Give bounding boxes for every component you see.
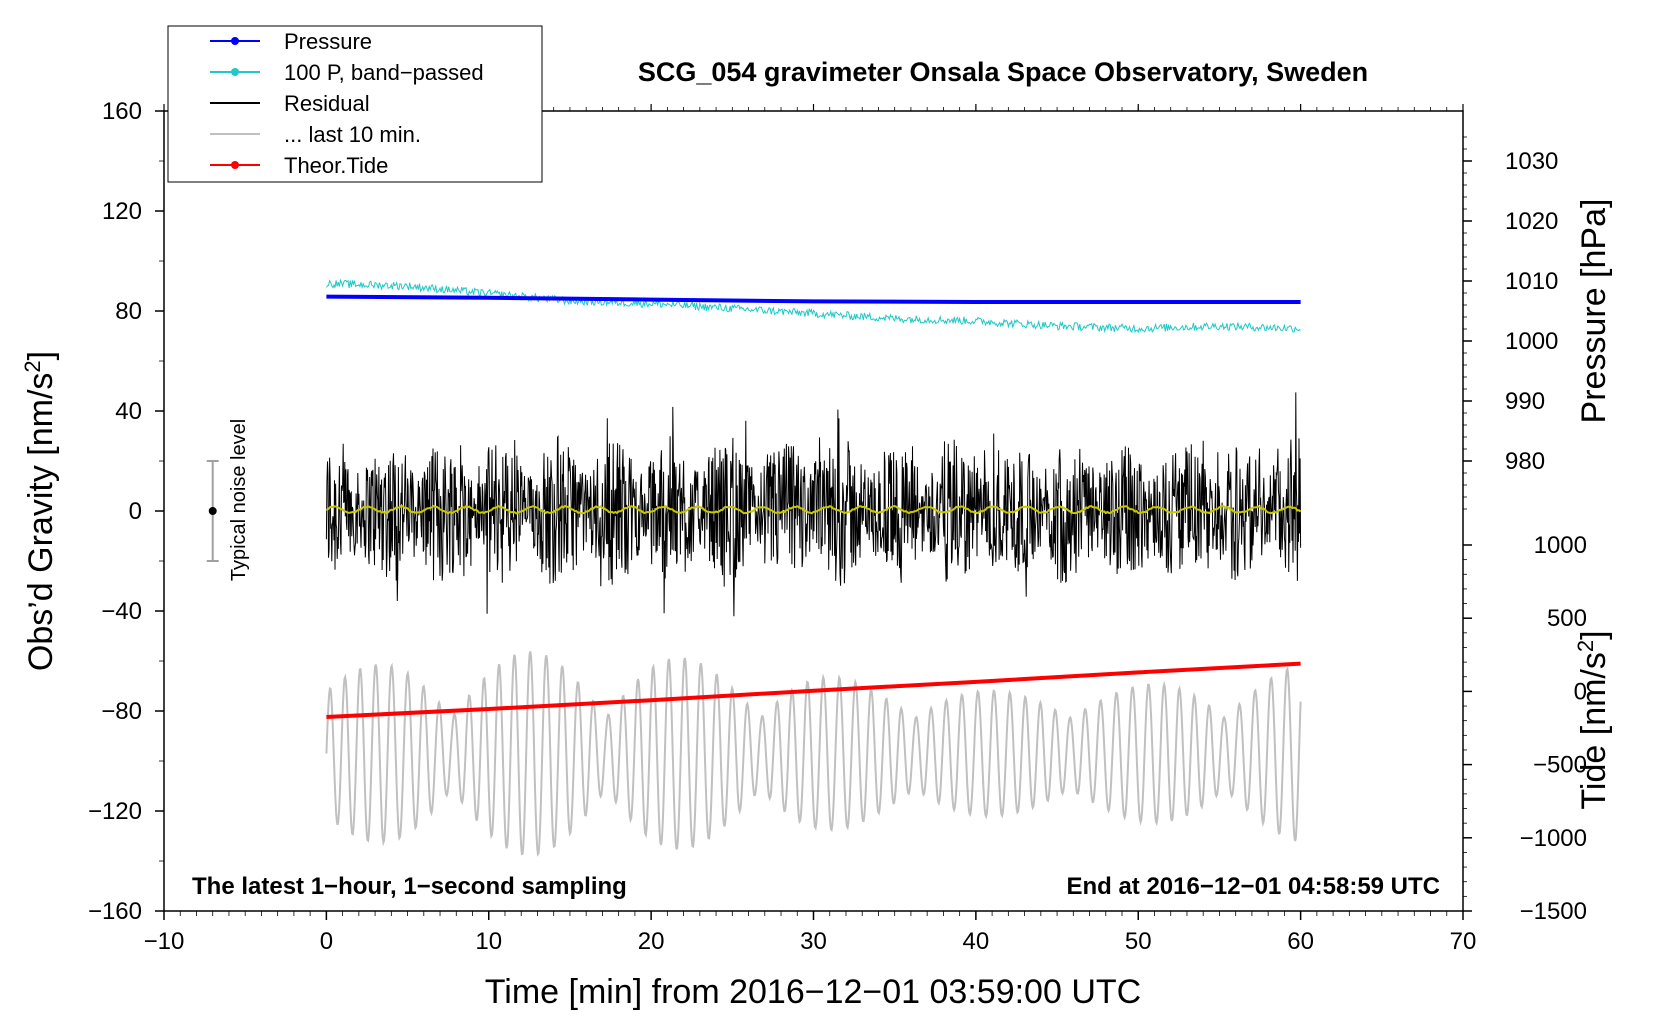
- svg-text:Obs’d Gravity [nm/s2]: Obs’d Gravity [nm/s2]: [20, 351, 61, 671]
- annotation-end-time: End at 2016−12−01 04:58:59 UTC: [1066, 873, 1440, 900]
- y-tick-label: 160: [102, 98, 142, 125]
- x-tick-label: 50: [1125, 928, 1152, 955]
- noise-level-label: Typical noise level: [228, 419, 250, 581]
- pressure-axis-title: Pressure [hPa]: [1575, 199, 1613, 424]
- x-tick-label: 10: [475, 928, 502, 955]
- tide-tick-label: 1000: [1534, 532, 1587, 559]
- pressure-tick-label: 1030: [1505, 148, 1558, 175]
- x-tick-label: 30: [800, 928, 827, 955]
- y-tick-label: 0: [129, 498, 142, 525]
- legend: Pressure 100 P, band−passed Residual ... la…: [167, 25, 543, 183]
- legend-marker: [231, 68, 239, 76]
- series-layer: [325, 278, 1302, 857]
- y-tick-label: 80: [115, 298, 142, 325]
- series-residual-smoothed: [325, 504, 1302, 515]
- tide-axis-ticks: −1500 −1000 −500 0 500 1000: [1463, 532, 1587, 925]
- noise-level-indicator: [206, 460, 219, 562]
- tide-axis-title-main: Tide [nm/s: [1575, 652, 1613, 809]
- svg-text:Tide [nm/s2]: Tide [nm/s2]: [1573, 630, 1614, 809]
- annotation-sampling: The latest 1−hour, 1−second sampling: [192, 873, 627, 900]
- tide-tick-label: 0: [1574, 678, 1587, 705]
- legend-marker: [231, 161, 239, 169]
- x-axis-title: Time [min] from 2016−12−01 03:59:00 UTC: [485, 973, 1141, 1011]
- pressure-axis-ticks: 980 990 1000 1010 1020 1030: [1463, 136, 1558, 510]
- tide-tick-label: −1000: [1520, 825, 1587, 852]
- series-band-passed-pressure: [326, 278, 1301, 334]
- y-axis-title-end: ]: [22, 351, 60, 360]
- y-axis-title: Obs’d Gravity [nm/s2]: [20, 351, 61, 671]
- pressure-tick-label: 1000: [1505, 328, 1558, 355]
- x-tick-label: 70: [1450, 928, 1477, 955]
- pressure-tick-label: 1010: [1505, 268, 1558, 295]
- y-tick-label: 120: [102, 198, 142, 225]
- y-tick-label: −40: [101, 598, 142, 625]
- x-axis-ticks: −10 0 10 20 30 40 50 60 70: [144, 104, 1477, 955]
- series-pressure: [326, 294, 1301, 304]
- y-tick-label: −80: [101, 698, 142, 725]
- pressure-tick-label: 1020: [1505, 208, 1558, 235]
- y-axis-title-main: Obs’d Gravity [nm/s: [22, 373, 60, 672]
- series-residual: [325, 392, 1302, 617]
- noise-center-dot: [208, 507, 217, 515]
- tide-tick-label: −1500: [1520, 898, 1587, 925]
- series-theor-tide: [326, 661, 1301, 719]
- x-tick-label: 60: [1287, 928, 1314, 955]
- chart-title: SCG_054 gravimeter Onsala Space Observat…: [638, 57, 1368, 87]
- x-tick-label: 0: [320, 928, 333, 955]
- series-last-10-min: [325, 651, 1302, 857]
- tide-axis-title-end: ]: [1575, 630, 1613, 639]
- legend-label: Pressure: [284, 29, 372, 54]
- x-tick-label: 40: [963, 928, 990, 955]
- pressure-tick-label: 980: [1505, 448, 1545, 475]
- tide-tick-label: 500: [1547, 605, 1587, 632]
- pressure-tick-label: 990: [1505, 388, 1545, 415]
- legend-label: ... last 10 min.: [284, 122, 421, 147]
- y-tick-label: −120: [88, 798, 142, 825]
- x-tick-label: −10: [144, 928, 185, 955]
- y-tick-label: 40: [115, 398, 142, 425]
- legend-marker: [231, 37, 239, 45]
- x-tick-label: 20: [638, 928, 665, 955]
- legend-label: Residual: [284, 91, 370, 116]
- y-axis-title-sup: 2: [20, 360, 45, 372]
- y-axis-ticks: −160 −120 −80 −40 0 40 80 120 160: [88, 98, 164, 925]
- tide-axis-title-sup: 2: [1573, 640, 1598, 652]
- y-tick-label: −160: [88, 898, 142, 925]
- tide-axis-title: Tide [nm/s2]: [1573, 630, 1614, 809]
- tide-tick-label: −500: [1533, 752, 1587, 779]
- legend-label: Theor.Tide: [284, 153, 388, 178]
- legend-label: 100 P, band−passed: [284, 60, 484, 85]
